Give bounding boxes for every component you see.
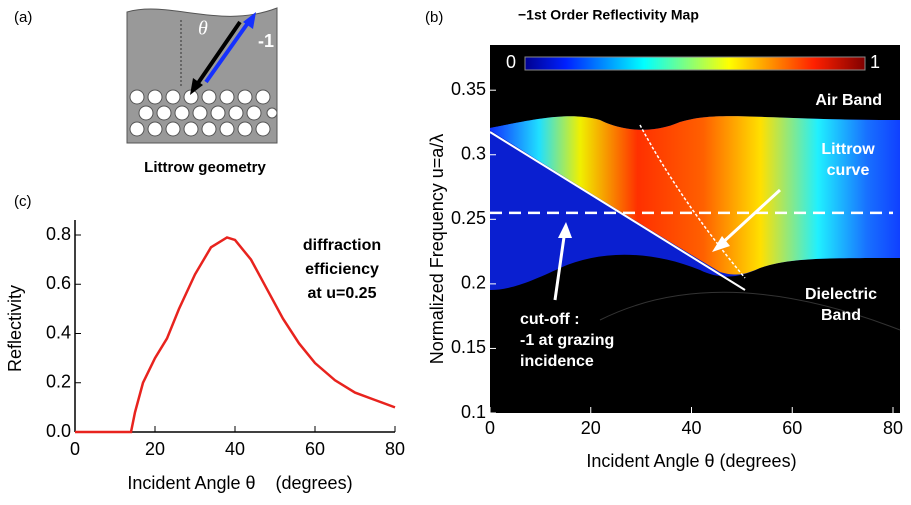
panel-label: (a)	[14, 9, 32, 26]
x-tick-label: 0	[70, 439, 80, 459]
x-tick-label: 80	[883, 418, 903, 438]
x-tick-label: 60	[782, 418, 802, 438]
x-tick-label: 40	[225, 439, 245, 459]
caption: Littrow geometry	[144, 159, 266, 176]
x-axis-label: Incident Angle θ (degrees)	[127, 473, 352, 493]
colorbar-min: 0	[506, 52, 516, 72]
chart-title: −1st Order Reflectivity Map	[518, 7, 699, 23]
order-label: -1	[258, 31, 274, 51]
x-tick-label: 0	[485, 418, 495, 438]
y-tick-label: 0.3	[461, 144, 486, 164]
y-tick-label: 0.0	[46, 421, 71, 441]
y-tick-label: 0.2	[46, 372, 71, 392]
x-tick-label: 20	[581, 418, 601, 438]
annotation: diffraction	[303, 237, 381, 254]
annotation: Air Band	[815, 92, 882, 109]
x-axis-label: Incident Angle θ (degrees)	[586, 451, 796, 471]
figure: (a) θ -1 Littrow geometry (b) −1st Order …	[0, 0, 911, 500]
panel-label: (b)	[425, 9, 443, 26]
y-tick-label: 0.25	[451, 208, 486, 228]
annotation: Littrow	[821, 141, 875, 158]
y-tick-label: 0.4	[46, 322, 71, 342]
annotation: efficiency	[305, 261, 379, 278]
angle-label: θ	[198, 18, 208, 40]
annotation: Band	[821, 307, 861, 324]
panel-a: (a) θ -1 Littrow geometry	[14, 8, 277, 176]
y-axis-label: Normalized Frequency u=a/λ	[427, 134, 447, 365]
annotation: -1 at grazing	[520, 332, 614, 349]
y-tick-label: 0.35	[451, 79, 486, 99]
x-tick-label: 20	[145, 439, 165, 459]
annotation: incidence	[520, 353, 594, 370]
colorbar-max: 1	[870, 52, 880, 72]
colorbar	[525, 57, 865, 70]
x-tick-label: 60	[305, 439, 325, 459]
x-tick-label: 40	[681, 418, 701, 438]
y-tick-label: 0.8	[46, 224, 71, 244]
annotation: curve	[827, 162, 870, 179]
y-tick-label: 0.6	[46, 273, 71, 293]
x-tick-label: 80	[385, 439, 405, 459]
y-tick-label: 0.2	[461, 273, 486, 293]
annotation: Dielectric	[805, 286, 877, 303]
y-tick-label: 0.1	[461, 402, 486, 422]
y-axis-label: Reflectivity	[5, 285, 25, 372]
y-tick-label: 0.15	[451, 337, 486, 357]
panel-label: (c)	[14, 193, 32, 210]
annotation: at u=0.25	[308, 285, 377, 302]
annotation: cut-off :	[520, 311, 580, 328]
